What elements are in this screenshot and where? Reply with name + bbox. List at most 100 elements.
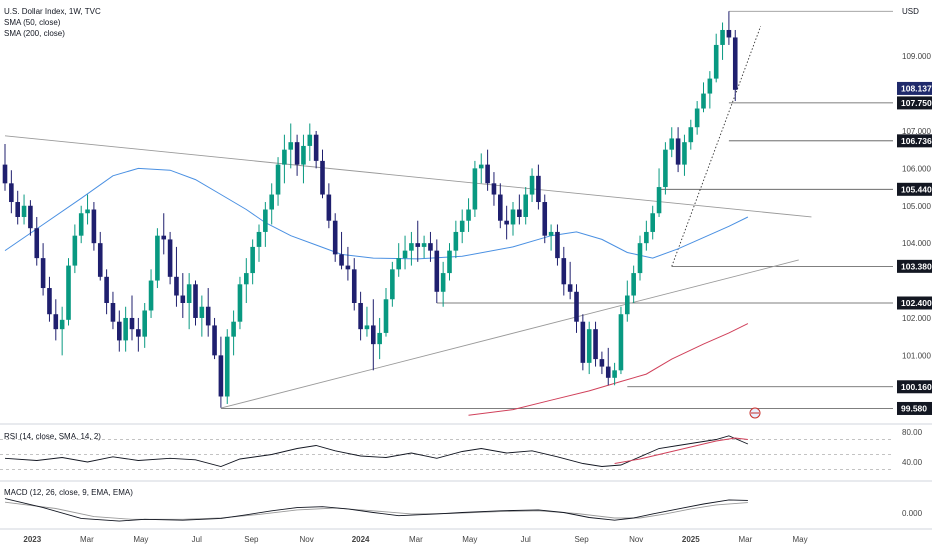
price-tag[interactable] [897,134,932,148]
candle-body[interactable] [453,231,459,251]
candle-body[interactable] [644,231,649,244]
candle-body[interactable] [351,269,357,303]
candle-body[interactable] [250,246,255,274]
candle-body[interactable] [97,243,103,277]
price-tag[interactable] [897,401,932,415]
candle-body[interactable] [586,329,592,363]
candle-body[interactable] [707,78,713,94]
candle-body[interactable] [402,250,408,259]
candle-body[interactable] [288,142,294,150]
candle-body[interactable] [148,280,154,311]
macd-legend[interactable]: MACD (12, 26, close, 9, EMA, EMA) [4,487,133,498]
candle-body[interactable] [694,108,700,128]
candle-body[interactable] [491,183,497,195]
candle-body[interactable] [466,209,471,221]
candle-body[interactable] [66,265,71,320]
candle-body[interactable] [567,284,573,292]
candle-body[interactable] [275,164,281,195]
candle-body[interactable] [688,127,694,143]
candle-body[interactable] [9,183,14,203]
candle-body[interactable] [15,202,20,217]
candle-body[interactable] [682,142,687,165]
candle-body[interactable] [269,194,274,210]
candle-body[interactable] [320,160,325,195]
candle-body[interactable] [421,243,427,247]
candle-body[interactable] [85,209,90,214]
candle-body[interactable] [186,284,192,303]
candle-body[interactable] [161,235,167,240]
candle-body[interactable] [517,209,522,217]
candle-body[interactable] [713,44,719,79]
candle-body[interactable] [263,209,268,232]
candle-body[interactable] [282,149,287,165]
candle-body[interactable] [701,93,706,109]
candle-body[interactable] [593,329,598,360]
candle-body[interactable] [174,276,179,296]
candle-body[interactable] [396,258,401,270]
candle-body[interactable] [294,142,300,165]
candle-body[interactable] [472,168,478,210]
candle-body[interactable] [244,273,249,285]
candle-body[interactable] [307,134,313,146]
candle-body[interactable] [434,250,440,292]
candle-body[interactable] [78,213,84,236]
candle-body[interactable] [536,175,541,203]
candle-body[interactable] [345,265,351,270]
candle-body[interactable] [110,303,116,322]
sma200-line[interactable] [468,323,749,416]
price-tag[interactable] [897,96,932,110]
candle-body[interactable] [21,205,27,217]
candle-body[interactable] [504,220,509,225]
candle-body[interactable] [523,194,528,217]
candle-body[interactable] [231,321,236,337]
candle-body[interactable] [47,288,52,315]
candle-body[interactable] [155,235,160,281]
candle-body[interactable] [212,325,217,356]
candle-body[interactable] [104,276,109,303]
candle-body[interactable] [625,295,630,315]
candle-body[interactable] [656,187,662,214]
candle-body[interactable] [326,194,332,221]
candle-body[interactable] [224,336,230,397]
candle-body[interactable] [313,134,319,161]
candle-body[interactable] [390,269,395,300]
sma50-line[interactable] [4,167,749,260]
macd-line[interactable] [4,498,748,522]
price-tag[interactable] [897,259,932,273]
candle-body[interactable] [72,235,78,266]
candle-body[interactable] [339,254,344,266]
candle-body[interactable] [510,209,516,225]
candle-body[interactable] [91,209,97,244]
candle-body[interactable] [167,239,173,277]
candle-body[interactable] [637,243,643,274]
candle-body[interactable] [732,37,738,90]
trendline[interactable] [671,26,762,267]
candle-body[interactable] [498,194,503,221]
sma200-legend[interactable]: SMA (200, close) [4,29,65,38]
candle-body[interactable] [332,220,338,255]
price-tag[interactable] [897,296,932,310]
candle-body[interactable] [28,205,33,229]
macd-signal-line[interactable] [4,501,748,520]
candle-body[interactable] [415,243,421,247]
candle-body[interactable] [256,231,262,247]
candle-body[interactable] [123,317,128,341]
candle-body[interactable] [631,273,636,296]
candle-body[interactable] [618,314,624,371]
candle-body[interactable] [459,220,465,232]
candle-body[interactable] [409,243,414,251]
candle-body[interactable] [485,164,490,184]
candle-body[interactable] [205,306,211,326]
candle-body[interactable] [301,145,306,165]
rsi-line[interactable] [4,435,749,467]
candle-body[interactable] [542,202,548,236]
candle-body[interactable] [117,321,122,341]
candle-body[interactable] [59,319,65,330]
candle-body[interactable] [605,366,611,378]
candle-body[interactable] [383,299,389,333]
candle-body[interactable] [675,138,681,165]
candle-body[interactable] [40,258,46,289]
candle-body[interactable] [726,29,732,38]
